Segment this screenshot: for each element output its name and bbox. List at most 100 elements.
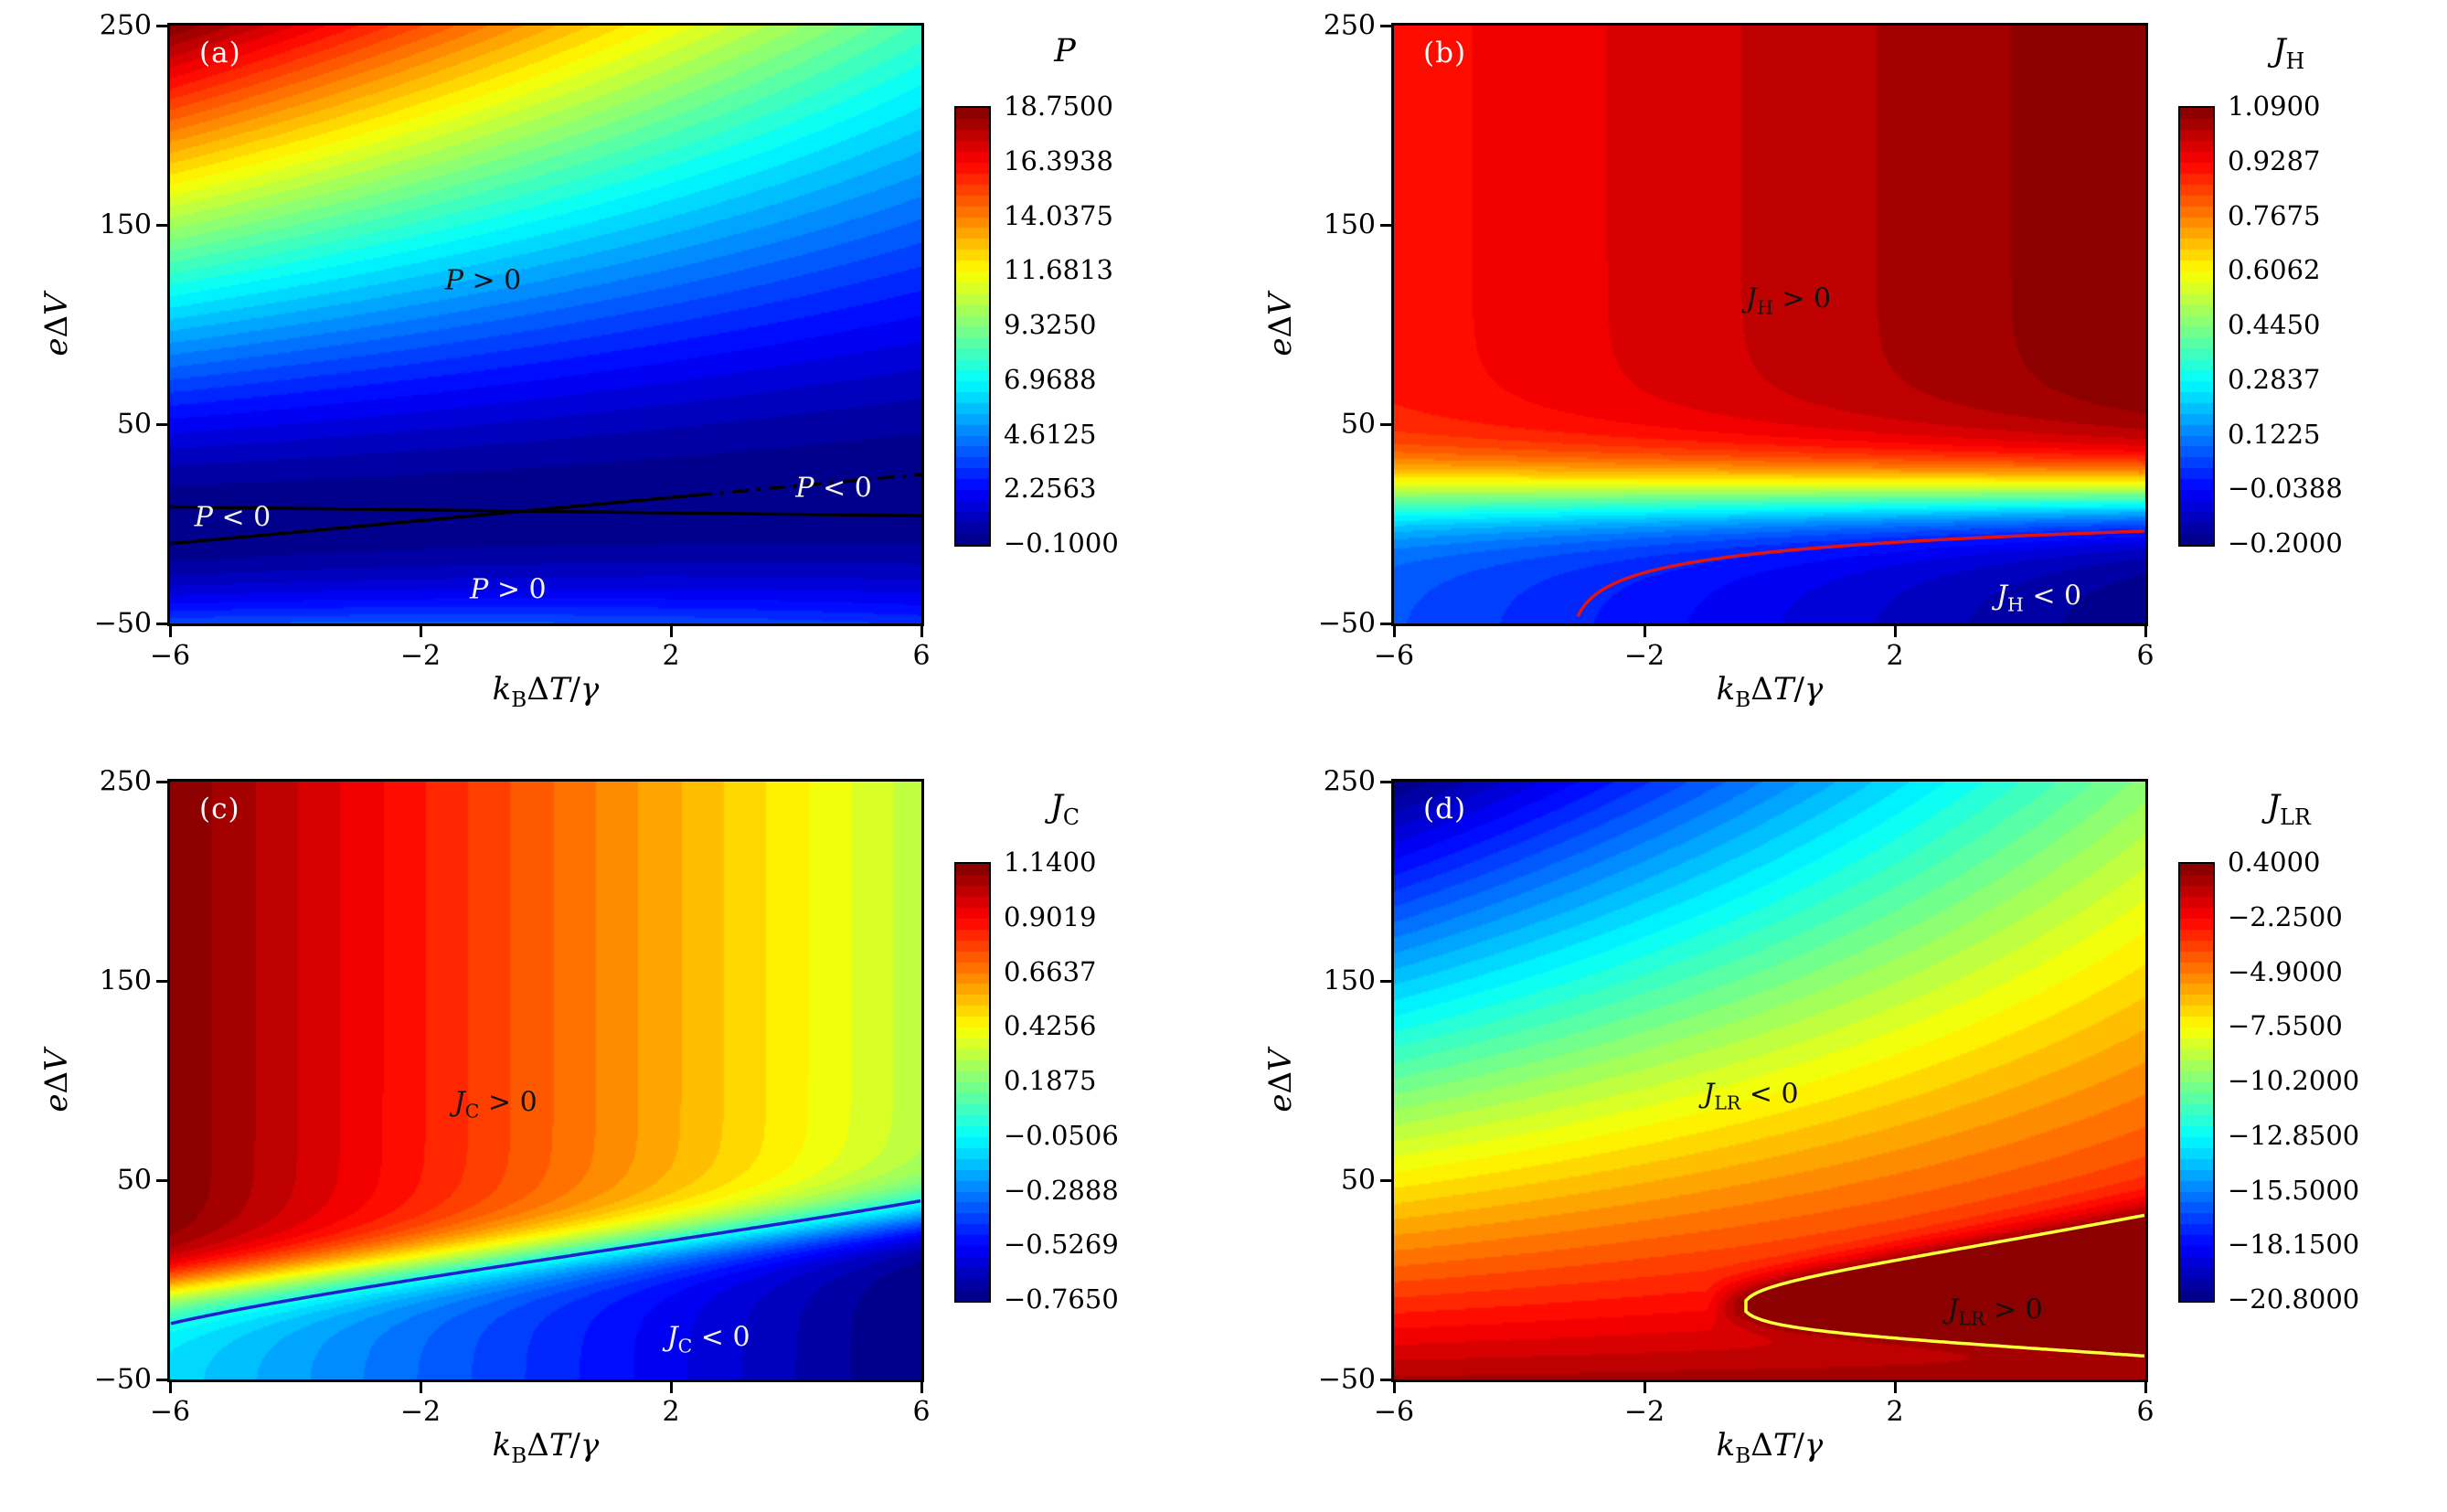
y-tick-label: 250 (1323, 9, 1376, 42)
colorbar-tick-label: −12.8500 (2228, 1119, 2360, 1151)
region-label: JC < 0 (666, 1321, 750, 1358)
ylabel-v: V (38, 293, 75, 315)
ylabel-v: V (1262, 1049, 1299, 1071)
xlabel-t: T (548, 1427, 570, 1464)
y-tick-mark (1380, 1178, 1391, 1182)
colorbar-title-d: JLR (2220, 789, 2357, 830)
colorbar-title-base-d: J (2267, 789, 2281, 825)
xlabel-gamma: γ (1803, 671, 1824, 708)
colorbar-tick-label: 0.1875 (1004, 1065, 1097, 1096)
colorbar-tick-label: 0.9019 (1004, 900, 1097, 932)
x-tick-mark (920, 1382, 923, 1393)
x-axis-label-d: kBΔT/γ (1587, 1427, 1952, 1468)
y-tick-mark (156, 1178, 167, 1182)
y-tick-label: −50 (1317, 1363, 1376, 1396)
x-tick-mark (1893, 626, 1897, 637)
xlabel-gamma: γ (1803, 1427, 1824, 1464)
x-tick-mark (419, 626, 422, 637)
x-tick-label: 6 (2136, 1396, 2154, 1428)
colorbar-d (2178, 862, 2215, 1303)
ylabel-delta: Δ (1262, 1070, 1299, 1094)
colorbar-tick-label: 0.9287 (2228, 144, 2321, 176)
x-tick-mark (419, 1382, 422, 1393)
x-tick-label: 6 (912, 1396, 931, 1428)
x-tick-label: 2 (662, 1396, 680, 1428)
y-tick-label: −50 (93, 607, 152, 640)
colorbar-tick-label: 2.2563 (1004, 473, 1097, 505)
xlabel-sub-b: B (1735, 687, 1751, 712)
region-label: JC > 0 (453, 1086, 537, 1123)
colorbar-tick-label: −18.1500 (2228, 1229, 2360, 1261)
y-tick-label: 150 (99, 208, 152, 241)
colorbar-tick-label: −15.5000 (2228, 1174, 2360, 1206)
xlabel-t: T (1772, 1427, 1794, 1464)
xlabel-slash: / (1793, 671, 1804, 708)
y-axis-label-d: eΔV (1262, 1049, 1299, 1112)
x-tick-label: −6 (149, 1396, 191, 1428)
x-tick-label: 2 (662, 640, 680, 672)
y-tick-label: 250 (99, 765, 152, 798)
y-tick-mark (156, 622, 167, 625)
y-tick-mark (156, 223, 167, 227)
colorbar-tick-label: −0.1000 (1004, 527, 1119, 559)
colorbar-tick-label: −0.7650 (1004, 1283, 1119, 1315)
colorbar-title-base-a: P (1054, 33, 1076, 69)
colorbar-tick-label: −20.8000 (2228, 1283, 2360, 1315)
x-tick-label: 6 (912, 640, 931, 672)
y-tick-label: 150 (99, 964, 152, 997)
y-tick-label: −50 (93, 1363, 152, 1396)
y-tick-label: 50 (1340, 1164, 1376, 1197)
x-tick-mark (2144, 626, 2147, 637)
colorbar-gradient-b (2180, 108, 2213, 545)
x-tick-mark (1392, 1382, 1396, 1393)
colorbar-tick-label: 0.4256 (1004, 1010, 1097, 1042)
x-axis-label-c: kBΔT/γ (363, 1427, 729, 1468)
colorbar-tick-label: 6.9688 (1004, 363, 1097, 395)
ylabel-e: e (1262, 1093, 1299, 1113)
xlabel-sub-b: B (511, 1443, 527, 1468)
colorbar-gradient-c (956, 864, 989, 1301)
panel-tag-c: (c) (199, 793, 240, 825)
y-tick-mark (1380, 979, 1391, 983)
colorbar-title-b: JH (2220, 33, 2357, 74)
x-tick-mark (920, 626, 923, 637)
colorbar-tick-label: −7.5500 (2228, 1010, 2343, 1042)
xlabel-sub-b: B (1735, 1443, 1751, 1468)
x-tick-label: 6 (2136, 640, 2154, 672)
colorbar-gradient-a (956, 108, 989, 545)
x-tick-label: 2 (1886, 1396, 1904, 1428)
region-label: JH < 0 (1995, 580, 2082, 616)
panel-b: (b) kBΔT/γ eΔV JH 1.0900 0.9287 0.7675 0.60… (1224, 0, 2447, 756)
colorbar-tick-label: 11.6813 (1004, 254, 1113, 286)
x-tick-mark (1643, 1382, 1646, 1393)
xlabel-sub-b: B (511, 687, 527, 712)
y-tick-label: 150 (1323, 208, 1376, 241)
xlabel-k: k (492, 1427, 512, 1464)
x-tick-label: −2 (1623, 1396, 1665, 1428)
ylabel-e: e (1262, 337, 1299, 357)
region-label: P < 0 (194, 501, 271, 534)
x-tick-label: −6 (1373, 640, 1415, 672)
x-tick-mark (168, 626, 172, 637)
colorbar-tick-label: 0.1225 (2228, 418, 2321, 450)
colorbar-tick-label: 0.7675 (2228, 199, 2321, 231)
y-tick-mark (156, 1378, 167, 1381)
colorbar-tick-label: −0.0388 (2228, 473, 2343, 505)
ylabel-delta: Δ (38, 1070, 75, 1094)
x-tick-mark (669, 626, 673, 637)
x-tick-mark (1392, 626, 1396, 637)
xlabel-k: k (1716, 671, 1736, 708)
xlabel-delta: Δ (527, 1427, 549, 1464)
colorbar-title-sub-c: C (1062, 804, 1080, 830)
panel-a: (a) kBΔT/γ eΔV P 18.7500 16.3938 14.0375 11… (0, 0, 1223, 756)
x-tick-label: −2 (1623, 640, 1665, 672)
colorbar-title-base-c: J (1049, 789, 1063, 825)
colorbar-tick-label: −4.9000 (2228, 955, 2343, 987)
colorbar-tick-label: 0.6062 (2228, 254, 2321, 286)
y-tick-mark (156, 24, 167, 27)
region-label: P > 0 (470, 573, 547, 606)
colorbar-tick-label: −0.5269 (1004, 1229, 1119, 1261)
x-tick-mark (1893, 1382, 1897, 1393)
colorbar-title-sub-d: LR (2280, 804, 2311, 830)
